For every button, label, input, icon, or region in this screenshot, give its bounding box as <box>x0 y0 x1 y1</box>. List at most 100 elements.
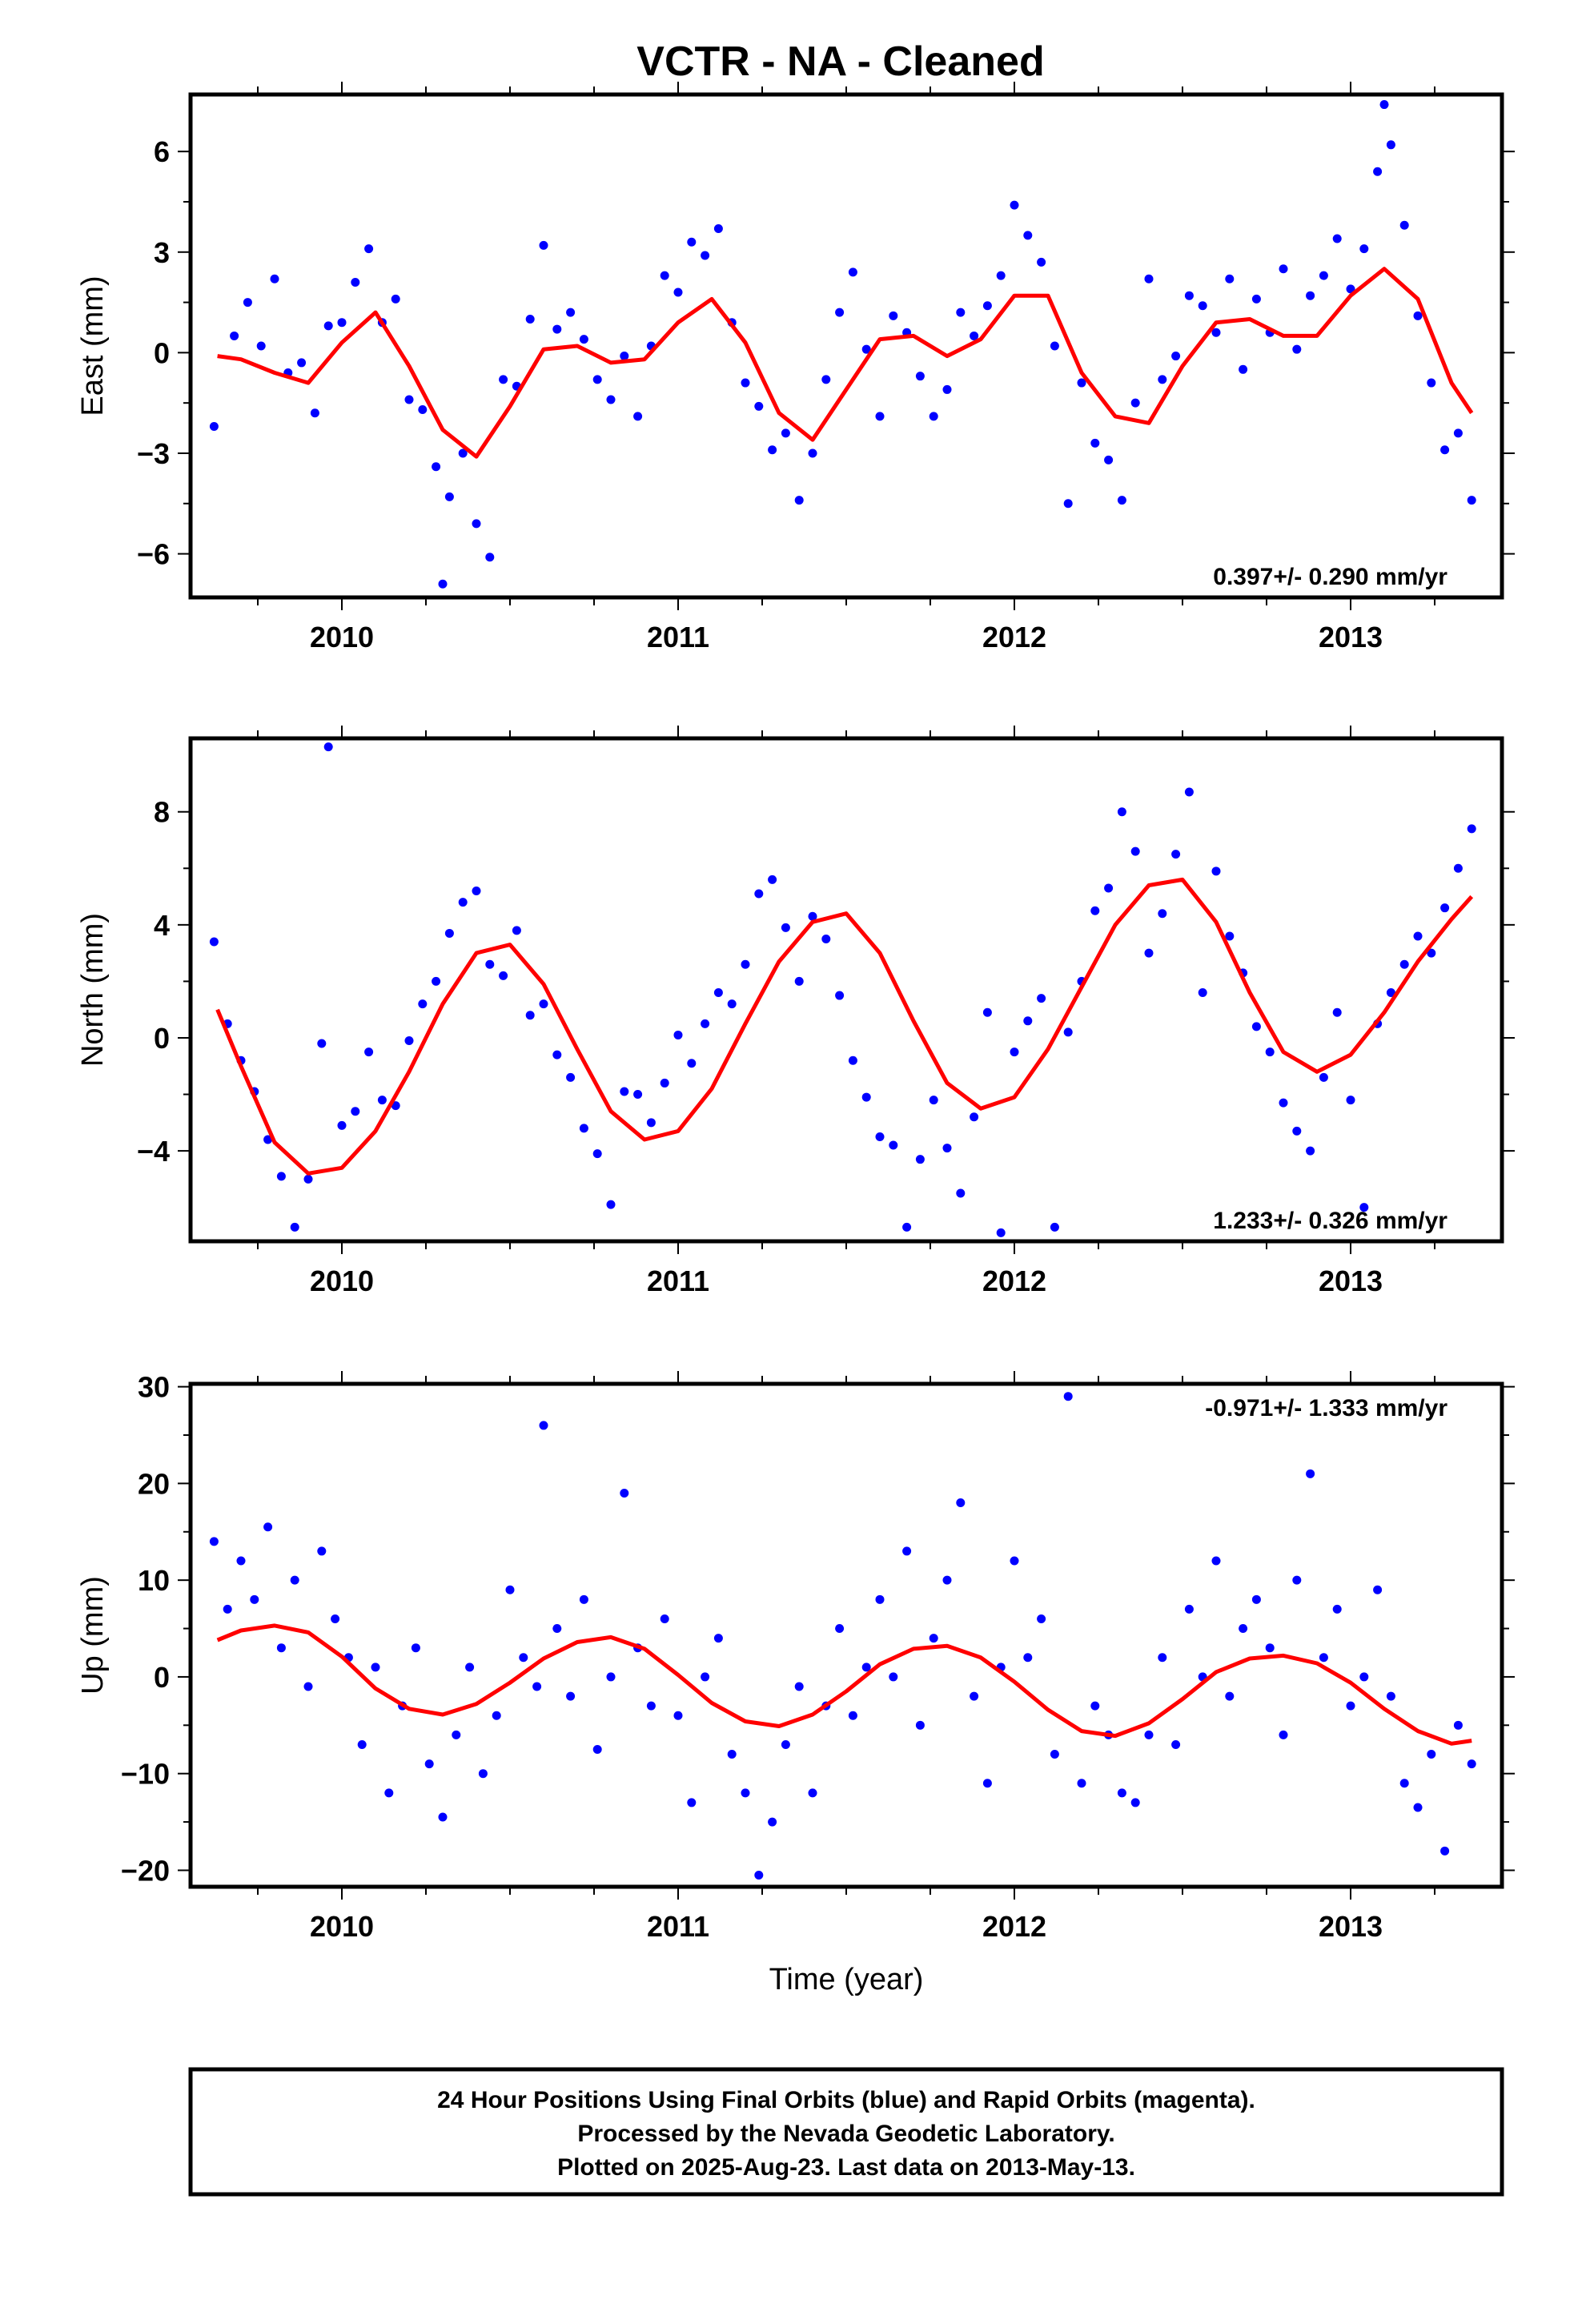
data-point <box>1037 994 1046 1003</box>
data-point <box>1467 824 1476 834</box>
data-point <box>1171 352 1181 361</box>
data-point <box>512 926 521 935</box>
data-point <box>701 251 710 260</box>
data-point <box>499 971 508 980</box>
data-point <box>754 1871 764 1880</box>
data-point <box>432 462 441 472</box>
data-point <box>472 519 481 529</box>
east-panel: 2010 2011 2012 2013 −6 −3 0 3 6 East (mm) 0.397+/-… <box>76 82 1515 653</box>
data-point <box>1090 906 1100 915</box>
data-point <box>438 579 448 589</box>
y-tick-label: 0 <box>154 336 170 369</box>
data-point <box>687 1059 697 1068</box>
data-point <box>1440 903 1450 913</box>
data-point <box>701 1019 710 1028</box>
data-point <box>889 1140 898 1150</box>
data-point <box>579 1124 588 1133</box>
data-point <box>351 277 360 287</box>
data-point <box>1292 1575 1302 1585</box>
data-point <box>209 937 219 947</box>
data-point <box>209 421 219 431</box>
data-point <box>404 395 414 404</box>
y-axis-label: Up (mm) <box>76 1576 110 1695</box>
data-point <box>1440 445 1450 455</box>
velocity-label: 0.397+/- 0.290 mm/yr <box>1213 564 1447 590</box>
data-point <box>1386 140 1395 150</box>
data-point <box>1265 1643 1275 1653</box>
data-point <box>377 1096 387 1105</box>
data-point <box>1265 1047 1275 1057</box>
fit-line <box>215 877 1474 1176</box>
main-title: VCTR - NA - Cleaned <box>636 38 1044 85</box>
data-point <box>970 331 979 340</box>
data-point <box>411 1643 420 1653</box>
x-tick-label: 2013 <box>1319 1265 1383 1297</box>
data-point <box>781 428 790 438</box>
data-point <box>875 1132 885 1141</box>
data-point <box>808 1788 817 1798</box>
data-point <box>539 1421 548 1430</box>
x-tick-label: 2011 <box>647 621 709 653</box>
data-point <box>1346 284 1355 294</box>
data-point <box>1399 959 1409 969</box>
data-point <box>970 1112 979 1122</box>
data-point <box>566 1072 576 1082</box>
x-axis-label: Time (year) <box>769 1963 924 1996</box>
x-tick-label: 2010 <box>310 1265 374 1297</box>
x-tick-label: 2013 <box>1319 621 1383 653</box>
data-point <box>1359 1672 1369 1682</box>
data-point <box>956 308 966 317</box>
data-point <box>485 553 495 562</box>
data-point <box>673 1711 683 1720</box>
data-point <box>1077 378 1086 388</box>
data-point <box>1359 1203 1369 1212</box>
plot-frame <box>188 736 1504 1244</box>
data-point <box>875 1594 885 1604</box>
data-point <box>808 911 817 921</box>
y-tick-label: −6 <box>137 538 170 571</box>
data-point <box>418 999 428 1009</box>
data-point <box>1440 1846 1450 1856</box>
data-point <box>492 1711 501 1720</box>
data-point <box>505 1585 515 1594</box>
y-tick-label: 4 <box>154 909 170 942</box>
data-point <box>1346 1701 1355 1711</box>
data-point <box>1306 1146 1315 1156</box>
data-layer <box>209 100 1476 589</box>
data-point <box>1104 883 1114 893</box>
y-tick-label: −3 <box>137 437 170 470</box>
data-point <box>310 408 319 418</box>
data-point <box>519 1653 528 1663</box>
data-point <box>1386 988 1395 998</box>
data-point <box>1050 1222 1059 1232</box>
data-point <box>713 1634 723 1643</box>
data-point <box>552 1050 562 1059</box>
velocity-label: -0.971+/- 1.333 mm/yr <box>1205 1395 1447 1421</box>
data-point <box>371 1663 380 1672</box>
data-point <box>1467 496 1476 505</box>
data-point <box>1023 1016 1033 1026</box>
data-point <box>1023 1653 1033 1663</box>
data-point <box>364 244 374 254</box>
data-point <box>902 1222 912 1232</box>
data-point <box>1239 364 1248 374</box>
x-tick-label: 2012 <box>982 621 1046 653</box>
data-point <box>1144 274 1154 283</box>
y-tick-label: 3 <box>154 236 170 269</box>
data-point <box>1427 1750 1436 1759</box>
data-point <box>1225 1691 1235 1701</box>
x-tick-label: 2012 <box>982 1910 1046 1943</box>
data-point <box>364 1047 374 1057</box>
data-point <box>1211 1556 1221 1566</box>
data-point <box>323 321 333 331</box>
data-point <box>956 1188 966 1198</box>
data-point <box>1037 1614 1046 1623</box>
data-point <box>391 1101 400 1111</box>
data-point <box>458 898 468 907</box>
data-point <box>620 1488 629 1498</box>
data-point <box>1467 1759 1476 1769</box>
data-point <box>606 395 616 404</box>
data-point <box>982 1007 992 1017</box>
data-point <box>357 1739 367 1749</box>
data-point <box>290 1222 299 1232</box>
